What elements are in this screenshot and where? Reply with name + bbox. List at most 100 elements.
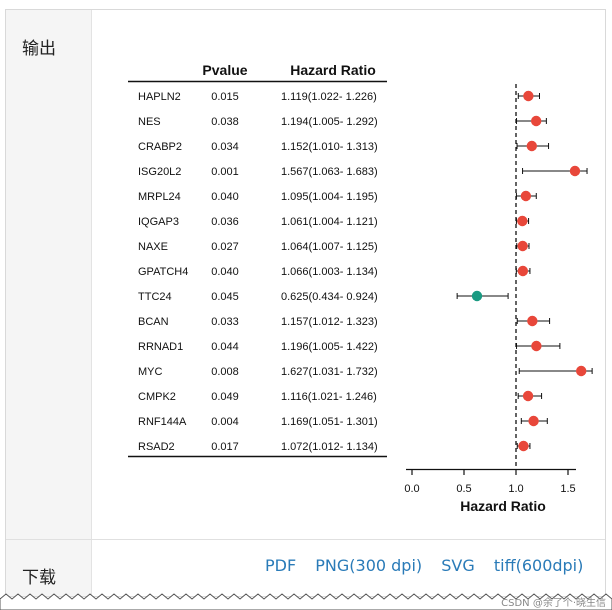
pvalue-cell: 0.015	[211, 91, 239, 103]
hazard-ratio-cell: 1.064(1.007- 1.125)	[281, 241, 378, 253]
table-row: CRABP2 0.034 1.152(1.010- 1.313)	[138, 141, 378, 153]
ci-mark	[516, 115, 547, 127]
hazard-ratio-cell: 1.169(1.051- 1.301)	[281, 416, 378, 428]
ci-mark	[516, 440, 531, 452]
pvalue-cell: 0.017	[211, 441, 239, 453]
table-row: ISG20L2 0.001 1.567(1.063- 1.683)	[138, 166, 378, 178]
ci-mark	[515, 190, 537, 202]
table-row: MYC 0.008 1.627(1.031- 1.732)	[138, 366, 378, 378]
download-tiff-link[interactable]: tiff(600dpi)	[493, 556, 584, 575]
gene-name: ISG20L2	[138, 166, 181, 178]
section-divider	[6, 539, 605, 540]
output-panel: 输出 下载 Pvalue Hazard Ratio HAPLN2 0.015 1.1…	[5, 9, 606, 597]
table-row: RRNAD1 0.044 1.196(1.005- 1.422)	[138, 341, 378, 353]
pvalue-cell: 0.049	[211, 391, 239, 403]
hazard-ratio-cell: 1.119(1.022- 1.226)	[281, 91, 377, 103]
gene-name: GPATCH4	[138, 266, 188, 278]
hazard-ratio-cell: 1.095(1.004- 1.195)	[281, 191, 378, 203]
hazard-ratio-cell: 1.157(1.012- 1.323)	[281, 316, 378, 328]
table-row: IQGAP3 0.036 1.061(1.004- 1.121)	[138, 216, 378, 228]
table-row: BCAN 0.033 1.157(1.012- 1.323)	[138, 316, 378, 328]
download-pdf-link[interactable]: PDF	[265, 556, 297, 575]
pvalue-cell: 0.004	[211, 416, 239, 428]
x-tick-label: 1.0	[508, 483, 523, 495]
ci-mark	[516, 315, 551, 327]
download-png-link[interactable]: PNG(300 dpi)	[315, 556, 423, 575]
gene-name: MYC	[138, 366, 163, 378]
gene-name: NES	[138, 116, 161, 128]
hazard-ratio-cell: 1.152(1.010- 1.313)	[281, 141, 378, 153]
table-row: RNF144A 0.004 1.169(1.051- 1.301)	[138, 416, 378, 428]
table-row: NAXE 0.027 1.064(1.007- 1.125)	[138, 241, 378, 253]
pvalue-cell: 0.033	[211, 316, 239, 328]
hr-point	[517, 265, 529, 277]
forest-plot: Pvalue Hazard Ratio HAPLN2 0.015 1.119(1.0…	[128, 62, 593, 514]
download-links: PDF PNG(300 dpi) SVG tiff(600dpi)	[265, 556, 597, 575]
pvalue-cell: 0.044	[211, 341, 239, 353]
hazard-ratio-cell: 1.196(1.005- 1.422)	[281, 341, 378, 353]
table-row: MRPL24 0.040 1.095(1.004- 1.195)	[138, 191, 378, 203]
hazard-ratio-cell: 1.072(1.012- 1.134)	[281, 441, 378, 453]
ci-mark	[518, 365, 593, 377]
hr-point	[531, 340, 542, 352]
x-axis: 0.0 0.5 1.0 1.5	[404, 468, 576, 495]
pvalue-cell: 0.036	[211, 216, 239, 228]
hr-point	[517, 215, 528, 227]
table-row: GPATCH4 0.040 1.066(1.003- 1.134)	[138, 266, 378, 278]
download-svg-link[interactable]: SVG	[441, 556, 475, 575]
table-rows: HAPLN2 0.015 1.119(1.022- 1.226) NES 0.038 1.…	[138, 91, 378, 453]
ci-mark	[516, 340, 561, 352]
torn-edge	[0, 593, 612, 610]
hr-point	[471, 290, 483, 302]
ci-mark	[515, 265, 531, 277]
hr-header: Hazard Ratio	[290, 62, 376, 78]
pvalue-header: Pvalue	[202, 62, 247, 78]
x-tick-label: 0.0	[404, 483, 419, 495]
hr-point	[527, 315, 538, 327]
hazard-ratio-cell: 1.194(1.005- 1.292)	[281, 116, 378, 128]
hr-point	[517, 240, 528, 252]
ci-mark	[517, 90, 541, 102]
hr-point	[522, 390, 534, 402]
x-tick-label: 0.5	[456, 483, 471, 495]
hazard-ratio-cell: 1.627(1.031- 1.732)	[281, 366, 378, 378]
hr-point	[523, 90, 534, 102]
gene-name: RNF144A	[138, 416, 187, 428]
gene-name: RSAD2	[138, 441, 175, 453]
pvalue-cell: 0.034	[211, 141, 239, 153]
label-column: 输出 下载	[6, 10, 92, 596]
ci-mark	[516, 240, 530, 252]
hr-point	[526, 140, 538, 152]
hr-point	[576, 365, 587, 377]
gene-name: MRPL24	[138, 191, 181, 203]
hazard-ratio-cell: 1.116(1.021- 1.246)	[281, 391, 377, 403]
forest-marks	[456, 84, 593, 469]
gene-name: CRABP2	[138, 141, 182, 153]
pvalue-cell: 0.038	[211, 116, 239, 128]
pvalue-cell: 0.040	[211, 266, 239, 278]
pvalue-cell: 0.040	[211, 191, 239, 203]
ci-mark	[520, 415, 548, 427]
hr-point	[530, 115, 542, 127]
table-row: CMPK2 0.049 1.116(1.021- 1.246)	[138, 391, 377, 403]
hr-point	[528, 415, 539, 427]
pvalue-cell: 0.008	[211, 366, 239, 378]
hazard-ratio-cell: 0.625(0.434- 0.924)	[281, 291, 378, 303]
forest-plot-area: Pvalue Hazard Ratio HAPLN2 0.015 1.119(1.0…	[92, 10, 606, 539]
table-row: HAPLN2 0.015 1.119(1.022- 1.226)	[138, 91, 377, 103]
table-row: RSAD2 0.017 1.072(1.012- 1.134)	[138, 441, 378, 453]
gene-name: TTC24	[138, 291, 172, 303]
ci-mark	[522, 165, 588, 177]
table-row: NES 0.038 1.194(1.005- 1.292)	[138, 116, 378, 128]
pvalue-cell: 0.027	[211, 241, 239, 253]
hazard-ratio-cell: 1.066(1.003- 1.134)	[281, 266, 378, 278]
gene-name: CMPK2	[138, 391, 176, 403]
ci-mark	[456, 290, 509, 302]
x-tick-label: 1.5	[560, 483, 575, 495]
hazard-ratio-cell: 1.567(1.063- 1.683)	[281, 166, 378, 178]
gene-name: BCAN	[138, 316, 169, 328]
x-axis-label: Hazard Ratio	[460, 498, 546, 514]
pvalue-cell: 0.001	[211, 166, 239, 178]
gene-name: NAXE	[138, 241, 168, 253]
ci-mark	[515, 215, 530, 227]
